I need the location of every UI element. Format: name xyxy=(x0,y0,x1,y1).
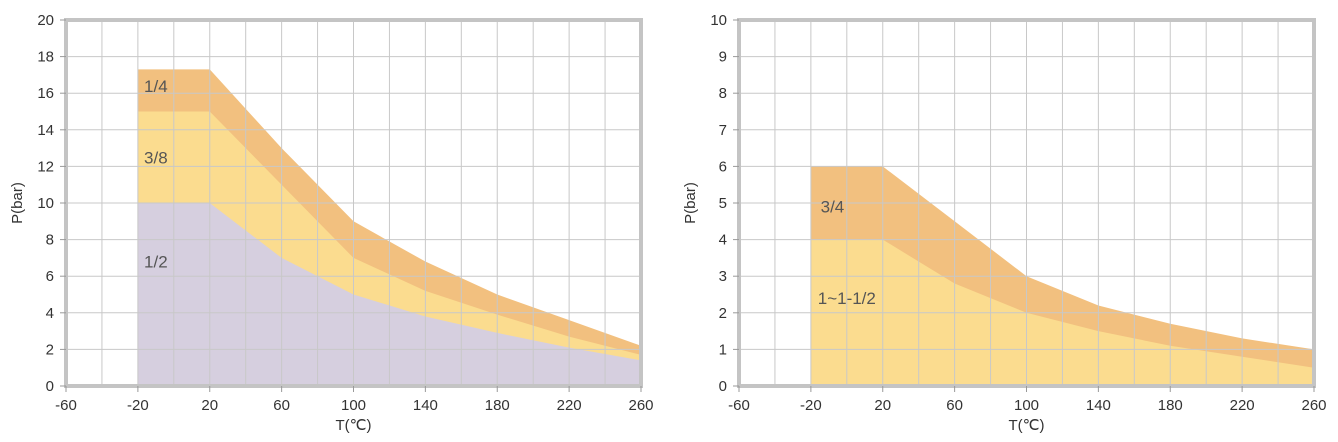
chart-right-x-tick-label: 100 xyxy=(1014,397,1039,414)
chart-left-regions xyxy=(137,69,641,386)
chart-right-x-tick-label: 140 xyxy=(1086,397,1111,414)
chart-left: 0 2 4 6 8 10 12 14 16 18 20 -60 -20 20 60 100 140 180 220… xyxy=(9,12,654,434)
chart-left-region-label-0: 1/4 xyxy=(144,77,168,96)
chart-right-x-tick-label: 180 xyxy=(1158,397,1183,414)
chart-right-x-tick-label: -20 xyxy=(800,397,822,414)
chart-left-x-axis-label: T(℃) xyxy=(336,417,372,434)
chart-right-x-tick-label: 20 xyxy=(874,397,891,414)
chart-left-x-tick-label: 60 xyxy=(273,397,290,414)
chart-left-y-tick-label: 20 xyxy=(37,12,54,29)
chart-left-x-tick-label: -60 xyxy=(55,397,77,414)
chart-left-region-label-1: 3/8 xyxy=(144,148,168,167)
chart-right-y-tick-label: 6 xyxy=(719,158,727,175)
chart-right-y-tick-label: 3 xyxy=(719,268,727,285)
chart-left-x-tick-label: 20 xyxy=(201,397,218,414)
chart-right-y-tick-label: 1 xyxy=(719,341,727,358)
chart-left-x-tick-label: 140 xyxy=(413,397,438,414)
chart-right-y-tick-label: 9 xyxy=(719,49,727,66)
chart-left-x-tick-label: 220 xyxy=(557,397,582,414)
chart-right-y-tick-label: 0 xyxy=(719,378,727,395)
chart-left-y-axis-label: P(bar) xyxy=(9,182,26,224)
chart-right-y-ticks: 0 1 2 3 4 5 6 7 8 9 10 xyxy=(710,12,739,395)
chart-left-y-ticks: 0 2 4 6 8 10 12 14 16 18 20 xyxy=(37,12,66,395)
chart-left-x-tick-label: -20 xyxy=(127,397,149,414)
chart-left-x-tick-label: 100 xyxy=(341,397,366,414)
chart-left-x-tick-label: 180 xyxy=(485,397,510,414)
chart-left-y-tick-label: 0 xyxy=(46,378,54,395)
chart-right-region-labels: 3/4 1~1-1/2 xyxy=(818,198,876,309)
chart-left-y-tick-label: 12 xyxy=(37,158,54,175)
chart-right-y-tick-label: 5 xyxy=(719,195,727,212)
chart-right-y-tick-label: 2 xyxy=(719,305,727,322)
chart-left-region-2 xyxy=(137,203,641,386)
chart-right-x-tick-label: -60 xyxy=(728,397,750,414)
chart-left-y-tick-label: 4 xyxy=(46,305,54,322)
chart-left-y-tick-label: 10 xyxy=(37,195,54,212)
chart-left-y-tick-label: 6 xyxy=(46,268,54,285)
chart-right-y-axis-label: P(bar) xyxy=(682,182,699,224)
chart-right-region-label-1: 1~1-1/2 xyxy=(818,289,876,308)
chart-right-x-ticks: -60 -20 20 60 100 140 180 220 260 xyxy=(728,386,1327,414)
chart-right-y-tick-label: 8 xyxy=(719,85,727,102)
chart-left-y-tick-label: 14 xyxy=(37,122,54,139)
chart-right-x-tick-label: 220 xyxy=(1230,397,1255,414)
chart-left-x-tick-label: 260 xyxy=(628,397,653,414)
chart-left-region-label-2: 1/2 xyxy=(144,253,168,272)
chart-right-x-axis-label: T(℃) xyxy=(1009,417,1045,434)
chart-right-y-tick-label: 4 xyxy=(719,232,727,249)
chart-left-region-labels: 1/4 3/8 1/2 xyxy=(144,77,168,272)
chart-left-y-tick-label: 8 xyxy=(46,232,54,249)
chart-left-y-tick-label: 18 xyxy=(37,49,54,66)
chart-right: 0 1 2 3 4 5 6 7 8 9 10 -60 -20 20 60 100 140 180 220 260 3… xyxy=(682,12,1327,434)
chart-left-y-tick-label: 2 xyxy=(46,341,54,358)
chart-right-x-tick-label: 260 xyxy=(1301,397,1326,414)
chart-right-x-tick-label: 60 xyxy=(946,397,963,414)
chart-right-y-tick-label: 10 xyxy=(710,12,727,29)
chart-left-x-ticks: -60 -20 20 60 100 140 180 220 260 xyxy=(55,386,654,414)
chart-right-region-label-0: 3/4 xyxy=(821,198,845,217)
chart-left-y-tick-label: 16 xyxy=(37,85,54,102)
chart-right-y-tick-label: 7 xyxy=(719,122,727,139)
